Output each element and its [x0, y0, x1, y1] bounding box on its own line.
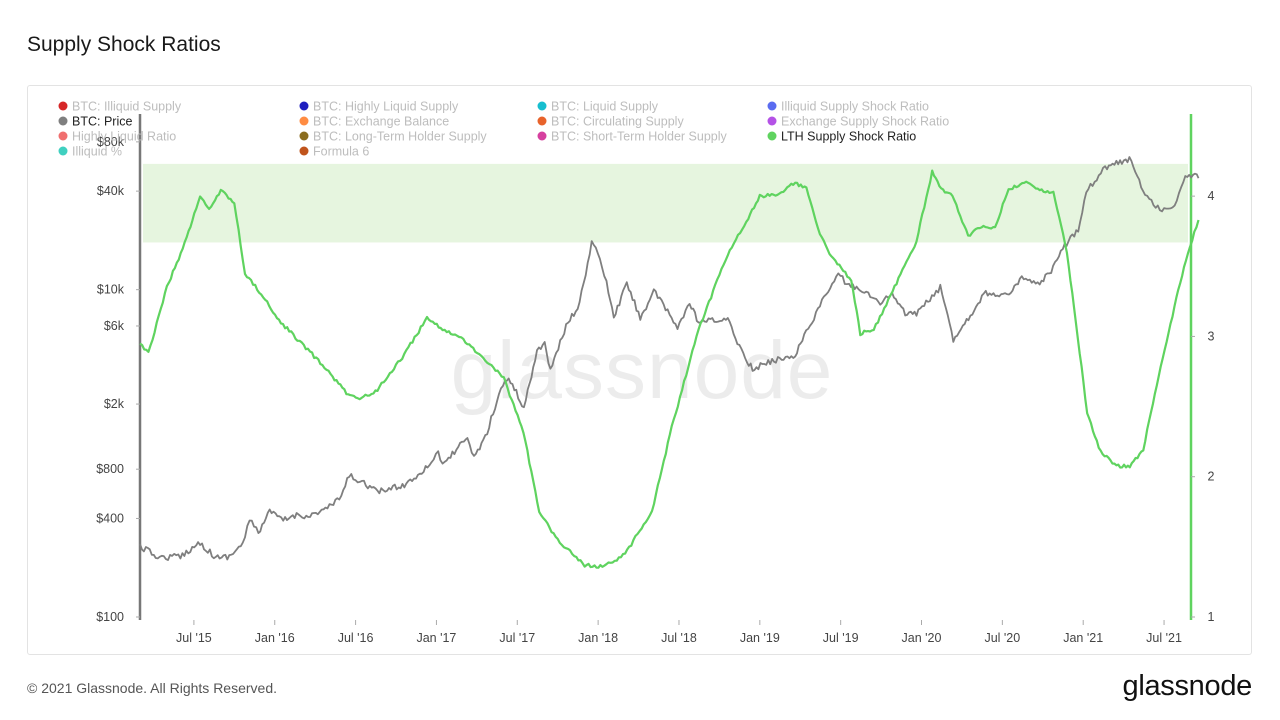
- x-tick-label: Jul '17: [499, 631, 535, 645]
- series-layer: [139, 156, 1200, 569]
- legend-label: Formula 6: [313, 145, 369, 159]
- footer-copyright: © 2021 Glassnode. All Rights Reserved.: [27, 680, 278, 696]
- legend-label: BTC: Long-Term Holder Supply: [313, 130, 487, 144]
- legend-item: BTC: Short-Term Holder Supply: [537, 130, 728, 144]
- x-tick-label: Jul '20: [984, 631, 1020, 645]
- legend-label: BTC: Short-Term Holder Supply: [551, 130, 728, 144]
- x-tick-label: Jan '16: [255, 631, 295, 645]
- right-tick-label: 3: [1208, 329, 1215, 343]
- legend-swatch: [537, 116, 547, 126]
- x-tick-label: Jan '20: [902, 631, 942, 645]
- series-line-lth-supply-shock-ratio: [139, 169, 1200, 569]
- legend-label: BTC: Exchange Balance: [313, 115, 449, 129]
- legend-item: Illiquid %: [58, 145, 122, 159]
- legend-label: Illiquid %: [72, 145, 122, 159]
- legend: BTC: Illiquid Supply BTC: Highly Liquid S…: [58, 100, 949, 159]
- right-tick-label: 2: [1208, 470, 1215, 484]
- legend-swatch: [58, 101, 68, 111]
- x-tick-label: Jan '17: [416, 631, 456, 645]
- legend-swatch: [767, 131, 777, 141]
- legend-swatch: [299, 116, 309, 126]
- legend-swatch: [58, 131, 68, 141]
- legend-item: BTC: Liquid Supply: [537, 100, 659, 114]
- legend-swatch: [299, 146, 309, 156]
- chart-panel: glassnode $100 $400 $800 $2k $6k $10k $40k $80k…: [27, 85, 1252, 655]
- legend-swatch: [537, 101, 547, 111]
- series-line-btc-price: [139, 156, 1200, 561]
- chart-svg: glassnode $100 $400 $800 $2k $6k $10k $40k $80k…: [58, 100, 1215, 645]
- legend-item: BTC: Circulating Supply: [537, 115, 684, 129]
- legend-item: Illiquid Supply Shock Ratio: [767, 100, 929, 114]
- band-layer: [143, 163, 1188, 243]
- legend-swatch: [767, 101, 777, 111]
- x-tick-label: Jul '18: [661, 631, 697, 645]
- axis-layer: $100 $400 $800 $2k $6k $10k $40k $80k 1 2 3 4 Jul '1…: [96, 114, 1215, 645]
- x-tick-label: Jan '18: [578, 631, 618, 645]
- x-tick-label: Jan '21: [1063, 631, 1103, 645]
- page-title: Supply Shock Ratios: [27, 33, 221, 56]
- x-tick-label: Jul '19: [823, 631, 859, 645]
- footer-logo: glassnode: [1122, 670, 1252, 702]
- legend-item: BTC: Exchange Balance: [299, 115, 449, 129]
- x-tick-label: Jul '15: [176, 631, 212, 645]
- legend-label: Illiquid Supply Shock Ratio: [781, 100, 929, 114]
- legend-label: BTC: Highly Liquid Supply: [313, 100, 459, 114]
- legend-item: LTH Supply Shock Ratio: [767, 130, 916, 144]
- left-tick-label: $10k: [97, 283, 125, 297]
- left-tick-label: $100: [96, 610, 124, 624]
- legend-item: BTC: Highly Liquid Supply: [299, 100, 459, 114]
- legend-swatch: [58, 146, 68, 156]
- left-tick-label: $80k: [97, 135, 125, 149]
- x-tick-label: Jul '21: [1146, 631, 1182, 645]
- legend-label: BTC: Price: [72, 115, 132, 129]
- left-tick-label: $40k: [97, 184, 125, 198]
- legend-swatch: [299, 101, 309, 111]
- legend-item: BTC: Long-Term Holder Supply: [299, 130, 487, 144]
- legend-item: Formula 6: [299, 145, 369, 159]
- left-tick-label: $400: [96, 511, 124, 525]
- left-tick-label: $2k: [104, 397, 125, 411]
- legend-label: BTC: Circulating Supply: [551, 115, 684, 129]
- legend-item: BTC: Price: [58, 115, 132, 129]
- left-tick-label: $6k: [104, 319, 125, 333]
- watermark: glassnode: [451, 325, 834, 416]
- legend-item: Highly Liquid Ratio: [58, 130, 176, 144]
- legend-label: BTC: Liquid Supply: [551, 100, 659, 114]
- legend-label: LTH Supply Shock Ratio: [781, 130, 916, 144]
- legend-item: Exchange Supply Shock Ratio: [767, 115, 949, 129]
- legend-swatch: [537, 131, 547, 141]
- shock-band: [143, 163, 1188, 243]
- legend-label: Exchange Supply Shock Ratio: [781, 115, 949, 129]
- legend-swatch: [767, 116, 777, 126]
- left-tick-label: $800: [96, 462, 124, 476]
- x-tick-label: Jul '16: [338, 631, 374, 645]
- x-tick-label: Jan '19: [740, 631, 780, 645]
- legend-item: BTC: Illiquid Supply: [58, 100, 182, 114]
- right-tick-label: 1: [1208, 610, 1215, 624]
- legend-swatch: [299, 131, 309, 141]
- legend-swatch: [58, 116, 68, 126]
- right-tick-label: 4: [1208, 189, 1215, 203]
- legend-label: Highly Liquid Ratio: [72, 130, 176, 144]
- legend-label: BTC: Illiquid Supply: [72, 100, 182, 114]
